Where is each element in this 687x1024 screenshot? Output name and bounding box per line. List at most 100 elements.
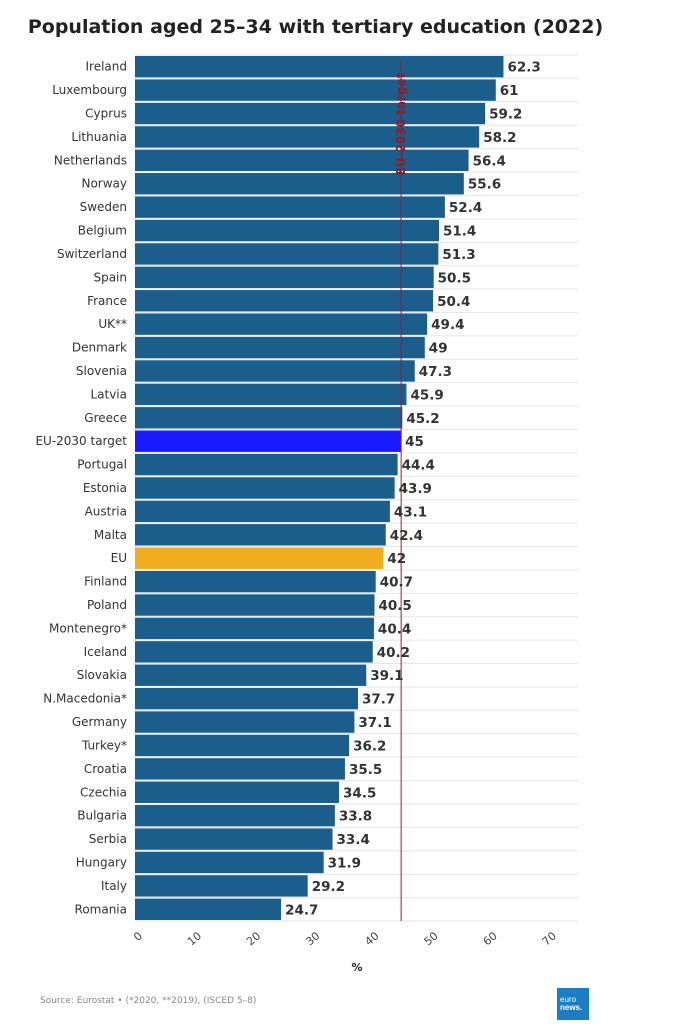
value-label: 33.8	[339, 809, 372, 825]
bar	[135, 360, 415, 382]
value-label: 49.4	[431, 317, 464, 333]
bar	[135, 570, 376, 593]
bar-chart: EU-2030 target Ireland 62.3 Luxembourg 61 Cy…	[35, 54, 578, 974]
bar	[135, 594, 375, 616]
category-label: Bulgaria	[77, 809, 127, 823]
value-label: 51.3	[442, 247, 475, 263]
value-label: 29.2	[312, 879, 345, 895]
value-label: 61	[500, 83, 519, 99]
value-label: 58.2	[483, 130, 516, 146]
value-label: 37.1	[358, 715, 391, 731]
euronews-logo: euro news.	[557, 988, 589, 1020]
bar	[135, 524, 386, 546]
bar	[135, 758, 345, 780]
bar	[135, 149, 469, 172]
logo-line1: euro	[560, 995, 577, 1004]
value-label: 55.6	[468, 177, 501, 193]
bar	[135, 828, 333, 850]
value-label: 33.4	[337, 832, 370, 848]
value-label: 42	[387, 551, 406, 567]
category-label: Poland	[87, 598, 127, 612]
category-label: Ireland	[85, 60, 127, 74]
bar	[135, 336, 425, 359]
source-note: Source: Eurostat • (*2020, **2019), (ISC…	[40, 996, 257, 1006]
x-tick-label: 70	[540, 929, 559, 948]
category-label: Slovenia	[76, 364, 127, 378]
bar	[135, 875, 308, 897]
value-label: 43.9	[399, 481, 432, 497]
bar	[135, 851, 324, 874]
value-label: 34.5	[343, 785, 376, 801]
value-label: 31.9	[328, 855, 361, 871]
category-label: France	[87, 294, 127, 308]
value-label: 35.5	[349, 762, 382, 778]
value-label: 52.4	[449, 200, 482, 216]
category-label: Malta	[94, 528, 127, 542]
category-label: Greece	[84, 411, 127, 425]
reference-line-label: EU-2030 target	[394, 72, 408, 175]
category-label: Serbia	[89, 832, 127, 846]
category-label: Lithuania	[71, 130, 127, 144]
value-label: 62.3	[507, 60, 540, 76]
bar	[135, 173, 464, 195]
bar	[135, 313, 428, 335]
value-label: 45.2	[406, 411, 439, 427]
value-label: 47.3	[419, 364, 452, 380]
category-label: Slovakia	[77, 668, 127, 682]
bar	[135, 407, 403, 429]
x-tick-label: 30	[303, 929, 322, 948]
category-label: Netherlands	[54, 153, 127, 167]
value-label: 24.7	[285, 902, 318, 918]
category-label: Spain	[93, 270, 127, 284]
bar	[135, 243, 439, 265]
bar	[135, 500, 390, 523]
bar	[135, 266, 434, 289]
chart-title: Population aged 25–34 with tertiary educ…	[27, 16, 604, 38]
value-label: 40.5	[379, 598, 412, 614]
category-label: N.Macedonia*	[43, 692, 127, 706]
category-label: Montenegro*	[49, 621, 127, 635]
bar	[135, 641, 373, 663]
value-label: 40.2	[377, 645, 410, 661]
category-label: EU	[111, 551, 127, 565]
logo-line2: news.	[560, 1003, 583, 1012]
category-label: Finland	[84, 575, 127, 589]
value-label: 44.4	[402, 458, 435, 474]
category-label: Italy	[101, 879, 127, 893]
bar	[135, 196, 445, 218]
value-label: 50.5	[438, 270, 471, 286]
category-label: Sweden	[80, 200, 127, 214]
x-tick-label: 50	[422, 929, 441, 948]
bar	[135, 383, 407, 406]
labels: Ireland 62.3 Luxembourg 61 Cyprus 59.2 Lithuan…	[35, 60, 540, 919]
category-label: Hungary	[76, 855, 127, 869]
bar	[135, 804, 335, 827]
category-label: Switzerland	[57, 247, 127, 261]
category-label: Denmark	[72, 341, 127, 355]
value-label: 50.4	[437, 294, 470, 310]
bar	[135, 477, 395, 499]
reference-line-group: EU-2030 target	[394, 60, 408, 921]
value-label: 43.1	[394, 504, 427, 520]
gridlines	[135, 54, 578, 922]
value-label: 56.4	[473, 153, 506, 169]
x-tick-label: 10	[185, 929, 204, 948]
value-label: 59.2	[489, 107, 522, 123]
x-axis-title: %	[351, 961, 362, 974]
category-label: Portugal	[77, 458, 127, 472]
category-label: UK**	[98, 317, 127, 331]
category-label: EU-2030 target	[35, 434, 127, 448]
x-tick-label: 0	[131, 929, 145, 943]
bar	[135, 617, 374, 640]
bar	[135, 290, 434, 312]
bar	[135, 102, 486, 125]
category-label: Austria	[85, 504, 127, 518]
bar	[135, 219, 439, 242]
x-tick-label: 20	[244, 929, 263, 948]
bar	[135, 547, 384, 569]
category-label: Turkey*	[81, 738, 127, 752]
value-label: 36.2	[353, 738, 386, 754]
category-label: Croatia	[84, 762, 127, 776]
bar	[135, 781, 340, 803]
value-label: 49	[429, 341, 448, 357]
